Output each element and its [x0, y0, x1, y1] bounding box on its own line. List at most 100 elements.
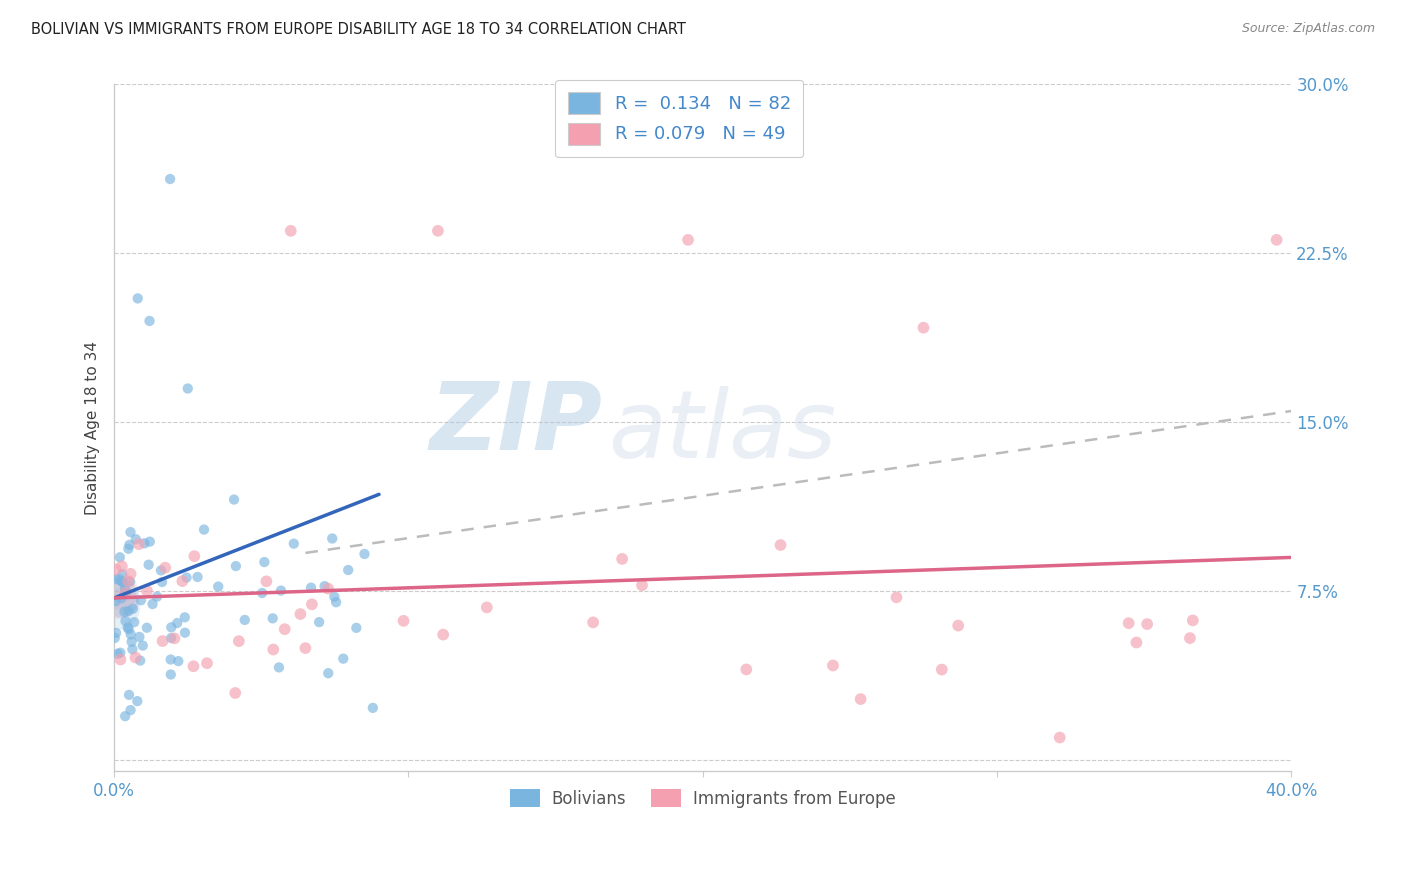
- Point: [117, 604, 139, 618]
- Point: [432, 627, 454, 641]
- Point: [163, 632, 186, 646]
- Point: [114, 605, 136, 619]
- Point: [127, 292, 149, 306]
- Point: [1125, 635, 1147, 649]
- Point: [323, 590, 346, 604]
- Point: [262, 642, 284, 657]
- Point: [112, 575, 135, 590]
- Point: [117, 574, 139, 589]
- Point: [150, 574, 173, 589]
- Point: [610, 552, 633, 566]
- Point: [114, 614, 136, 628]
- Point: [769, 538, 792, 552]
- Y-axis label: Disability Age 18 to 34: Disability Age 18 to 34: [86, 341, 100, 515]
- Point: [121, 634, 143, 648]
- Point: [174, 625, 197, 640]
- Point: [120, 627, 142, 641]
- Point: [111, 574, 134, 589]
- Point: [160, 631, 183, 645]
- Point: [159, 652, 181, 666]
- Point: [111, 567, 134, 582]
- Point: [228, 634, 250, 648]
- Point: [392, 614, 415, 628]
- Point: [114, 709, 136, 723]
- Point: [849, 692, 872, 706]
- Point: [136, 583, 159, 598]
- Point: [283, 536, 305, 550]
- Point: [128, 537, 150, 551]
- Point: [735, 663, 758, 677]
- Point: [124, 650, 146, 665]
- Point: [121, 642, 143, 657]
- Point: [111, 559, 134, 574]
- Point: [125, 532, 148, 546]
- Point: [159, 172, 181, 186]
- Point: [139, 534, 162, 549]
- Point: [114, 586, 136, 600]
- Point: [316, 666, 339, 681]
- Point: [262, 611, 284, 625]
- Point: [111, 595, 134, 609]
- Point: [1181, 614, 1204, 628]
- Point: [172, 574, 194, 589]
- Point: [290, 607, 312, 621]
- Point: [475, 600, 498, 615]
- Point: [108, 550, 131, 565]
- Point: [149, 564, 172, 578]
- Point: [332, 651, 354, 665]
- Point: [353, 547, 375, 561]
- Point: [176, 570, 198, 584]
- Point: [120, 566, 142, 581]
- Point: [250, 586, 273, 600]
- Point: [361, 701, 384, 715]
- Point: [233, 613, 256, 627]
- Point: [267, 660, 290, 674]
- Point: [225, 559, 247, 574]
- Point: [120, 525, 142, 540]
- Point: [166, 615, 188, 630]
- Point: [120, 703, 142, 717]
- Point: [224, 686, 246, 700]
- Point: [138, 314, 160, 328]
- Point: [308, 615, 330, 629]
- Point: [344, 621, 367, 635]
- Point: [582, 615, 605, 630]
- Point: [152, 634, 174, 648]
- Point: [821, 658, 844, 673]
- Point: [153, 560, 176, 574]
- Point: [183, 549, 205, 563]
- Text: BOLIVIAN VS IMMIGRANTS FROM EUROPE DISABILITY AGE 18 TO 34 CORRELATION CHART: BOLIVIAN VS IMMIGRANTS FROM EUROPE DISAB…: [31, 22, 686, 37]
- Point: [122, 615, 145, 629]
- Point: [107, 647, 129, 661]
- Point: [948, 618, 970, 632]
- Point: [104, 631, 127, 645]
- Point: [105, 591, 128, 605]
- Point: [110, 646, 132, 660]
- Point: [160, 620, 183, 634]
- Point: [173, 610, 195, 624]
- Point: [138, 558, 160, 572]
- Point: [117, 541, 139, 556]
- Point: [321, 532, 343, 546]
- Text: atlas: atlas: [609, 386, 837, 477]
- Point: [159, 667, 181, 681]
- Point: [1178, 631, 1201, 645]
- Point: [120, 574, 142, 589]
- Point: [931, 663, 953, 677]
- Point: [118, 688, 141, 702]
- Point: [301, 597, 323, 611]
- Point: [1049, 731, 1071, 745]
- Point: [114, 585, 136, 599]
- Point: [195, 656, 218, 670]
- Point: [105, 626, 128, 640]
- Point: [117, 620, 139, 634]
- Point: [314, 579, 336, 593]
- Point: [299, 581, 322, 595]
- Point: [676, 233, 699, 247]
- Point: [273, 622, 295, 636]
- Point: [129, 654, 152, 668]
- Point: [426, 224, 449, 238]
- Point: [105, 599, 128, 614]
- Point: [129, 593, 152, 607]
- Point: [118, 538, 141, 552]
